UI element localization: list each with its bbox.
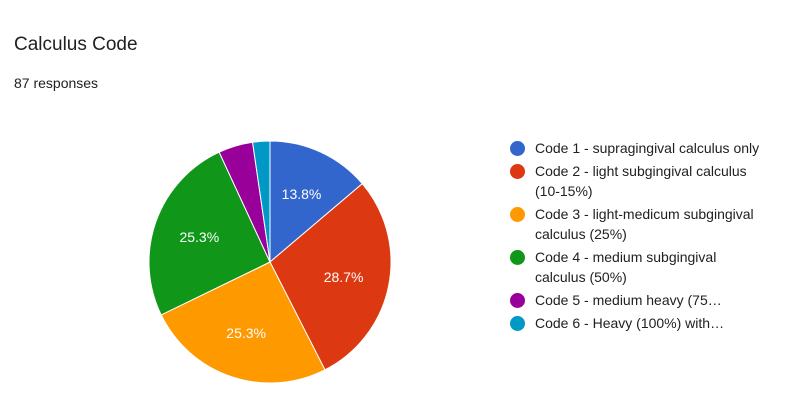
legend-item-code-4[interactable]: Code 4 - medium subgingival calculus (50… xyxy=(510,247,770,287)
slice-label-code-4: 25.3% xyxy=(179,229,219,245)
legend-item-code-6[interactable]: Code 6 - Heavy (100%) with… xyxy=(510,313,770,333)
legend-item-code-1[interactable]: Code 1 - supragingival calculus only xyxy=(510,138,770,158)
chart-legend: Code 1 - supragingival calculus only Code… xyxy=(510,138,770,336)
legend-swatch xyxy=(510,141,525,156)
pie-slice-code-3[interactable] xyxy=(160,261,326,384)
legend-swatch xyxy=(510,250,525,265)
legend-label: Code 2 - light subgingival calculus (10-… xyxy=(535,163,747,199)
pie-slice-code-2[interactable] xyxy=(269,183,392,371)
legend-swatch xyxy=(510,293,525,308)
pie-slice-code-4[interactable] xyxy=(148,151,271,316)
slice-label-code-2: 28.7% xyxy=(324,269,364,285)
legend-label: Code 4 - medium subgingival calculus (50… xyxy=(535,249,717,285)
legend-label: Code 1 - supragingival calculus only xyxy=(535,140,760,156)
legend-swatch xyxy=(510,316,525,331)
chart-title: Calculus Code xyxy=(14,34,138,55)
pie-slice-code-1[interactable] xyxy=(269,140,363,264)
slice-label-code-1: 13.8% xyxy=(282,186,322,202)
legend-swatch xyxy=(510,164,525,179)
response-count: 87 responses xyxy=(14,75,99,91)
legend-label: Code 5 - medium heavy (75… xyxy=(535,292,722,308)
legend-item-code-5[interactable]: Code 5 - medium heavy (75… xyxy=(510,290,770,310)
legend-label: Code 6 - Heavy (100%) with… xyxy=(535,315,725,331)
legend-label: Code 3 - light-medicum subgingival calcu… xyxy=(535,206,754,242)
pie-slice-code-6[interactable] xyxy=(252,140,271,263)
legend-swatch xyxy=(510,207,525,222)
legend-item-code-3[interactable]: Code 3 - light-medicum subgingival calcu… xyxy=(510,204,770,244)
slice-label-code-3: 25.3% xyxy=(226,325,266,341)
legend-item-code-2[interactable]: Code 2 - light subgingival calculus (10-… xyxy=(510,161,770,201)
